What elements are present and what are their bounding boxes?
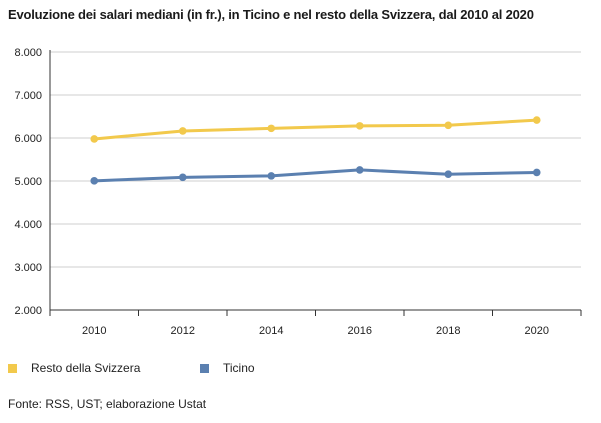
legend-label-resto: Resto della Svizzera (31, 361, 141, 375)
data-point (444, 121, 453, 130)
data-point (355, 122, 364, 130)
y-tick-label: 2.000 (14, 305, 42, 317)
legend-item-ticino: Ticino (200, 361, 255, 375)
x-tick-label: 2018 (436, 325, 460, 337)
data-point (532, 168, 541, 177)
x-tick-label: 2016 (348, 325, 372, 337)
y-tick-label: 5.000 (14, 176, 42, 188)
x-tick-label: 2012 (171, 325, 195, 337)
y-tick-label: 7.000 (14, 90, 42, 102)
y-tick-label: 4.000 (14, 219, 42, 231)
legend-swatch-resto (8, 363, 17, 373)
x-tick-label: 2020 (525, 325, 549, 337)
data-point (178, 173, 187, 182)
x-tick-label: 2010 (82, 325, 106, 337)
legend-label-ticino: Ticino (223, 361, 255, 375)
legend-item-resto: Resto della Svizzera (8, 361, 140, 375)
data-point (267, 124, 276, 133)
chart-title: Evoluzione dei salari mediani (in fr.), … (8, 7, 534, 22)
data-point (532, 116, 541, 124)
data-point (355, 166, 364, 174)
data-point (444, 170, 453, 179)
gridlines (50, 51, 581, 268)
axes: 2.000 3.000 4.000 5.000 6.000 7.000 8.000 2010 2… (14, 47, 582, 337)
y-tick-label: 3.000 (14, 262, 42, 274)
data-point (267, 172, 276, 180)
data-point (178, 127, 187, 135)
source-note: Fonte: RSS, UST; elaborazione Ustat (8, 397, 207, 411)
series-line-0 (92, 118, 539, 141)
series-line-1 (92, 168, 539, 183)
legend: Resto della Svizzera Ticino (0, 361, 601, 381)
data-point (90, 177, 99, 185)
x-tick-label: 2014 (259, 325, 283, 337)
data-point (90, 135, 99, 143)
series (90, 116, 541, 185)
y-tick-label: 8.000 (14, 47, 42, 59)
legend-swatch-ticino (200, 363, 209, 373)
y-tick-label: 6.000 (14, 133, 42, 145)
